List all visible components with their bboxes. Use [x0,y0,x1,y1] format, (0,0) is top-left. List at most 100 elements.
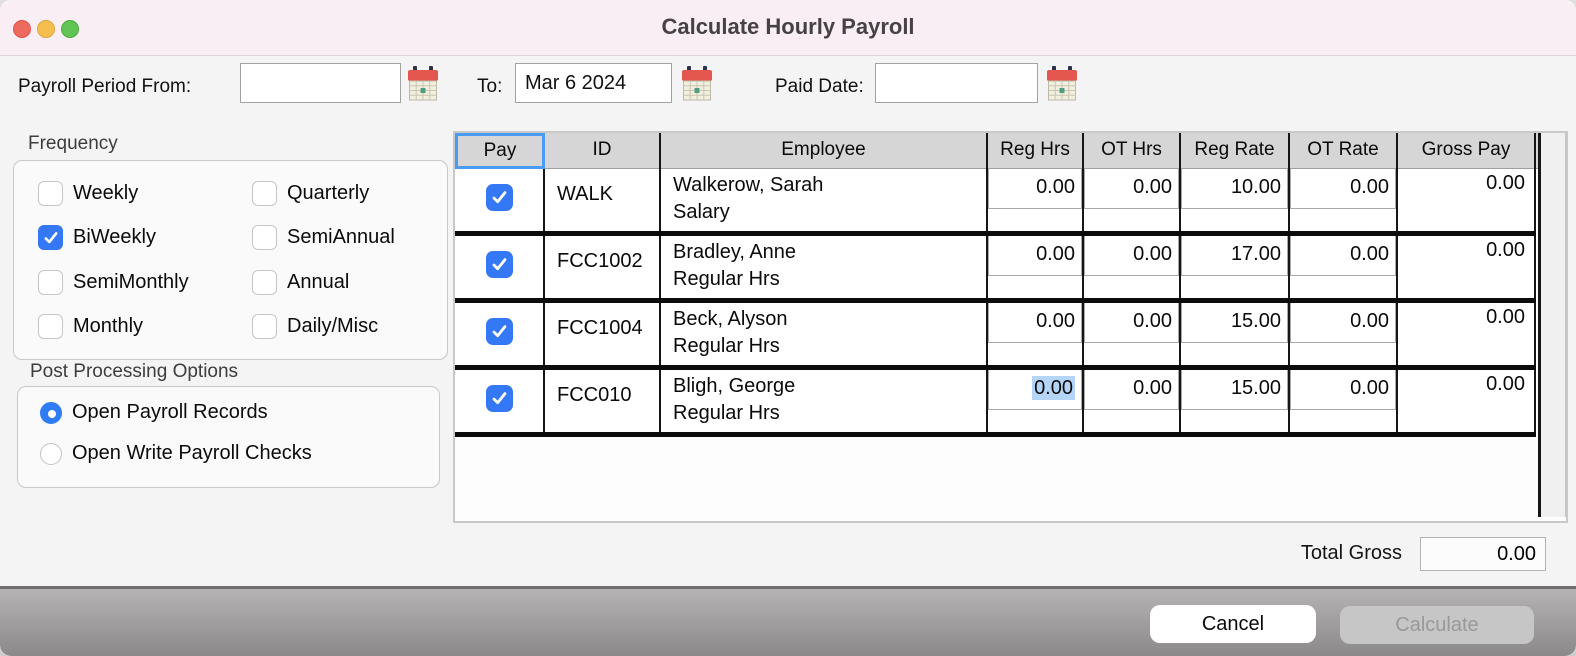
frequency-option-quarterly[interactable]: Quarterly [252,181,369,206]
radio-icon[interactable] [40,401,62,424]
frequency-option-weekly[interactable]: Weekly [38,181,138,206]
zoom-window-button[interactable] [61,20,79,38]
reg-hrs-cell[interactable]: 0.00 [988,236,1084,298]
ot-hrs-cell[interactable]: 0.00 [1084,370,1181,432]
reg-rate-cell[interactable]: 15.00 [1181,370,1290,432]
gross-pay-cell[interactable]: 0.00 [1398,236,1536,298]
calculate-button[interactable]: Calculate [1340,606,1534,644]
frequency-option-biweekly[interactable]: BiWeekly [38,225,156,250]
frequency-option-semiannual[interactable]: SemiAnnual [252,225,395,250]
pay-cell[interactable] [455,370,545,432]
gross-pay-cell[interactable]: 0.00 [1398,370,1536,432]
frequency-option-monthly[interactable]: Monthly [38,314,143,339]
employee-cell[interactable]: Walkerow, Sarah Salary [661,169,988,231]
column-header-pay[interactable]: Pay [455,133,545,169]
table-row: WALK Walkerow, Sarah Salary 0.00 0.00 10… [455,169,1536,236]
reg-hrs-cell[interactable]: 0.00 [988,169,1084,231]
pay-cell[interactable] [455,303,545,365]
reg-rate-cell[interactable]: 17.00 [1181,236,1290,298]
ot-hrs-cell[interactable]: 0.00 [1084,236,1181,298]
id-cell[interactable]: FCC1004 [545,303,661,365]
reg-rate-cell[interactable]: 10.00 [1181,169,1290,231]
column-header-employee[interactable]: Employee [661,133,988,169]
column-header-gross-pay[interactable]: Gross Pay [1398,133,1536,169]
checkbox-icon[interactable] [38,181,63,206]
option-label: Annual [287,271,350,293]
reg-rate-cell[interactable]: 15.00 [1181,303,1290,365]
total-gross-value: 0.00 [1420,537,1546,571]
employee-cell[interactable]: Bligh, George Regular Hrs [661,370,988,432]
post-processing-group-title: Post Processing Options [30,361,239,382]
title-bar: Calculate Hourly Payroll [0,0,1576,56]
frequency-option-daily-misc[interactable]: Daily/Misc [252,314,378,339]
checkbox-icon[interactable] [252,225,277,250]
checkbox-icon[interactable] [38,314,63,339]
ot-hrs-cell[interactable]: 0.00 [1084,303,1181,365]
checkbox-icon[interactable] [252,314,277,339]
calendar-icon[interactable] [408,66,438,101]
option-label: SemiAnnual [287,226,395,248]
column-header-reg-rate[interactable]: Reg Rate [1181,133,1290,169]
frequency-option-semimonthly[interactable]: SemiMonthly [38,270,189,295]
paid-date-label: Paid Date: [775,76,864,97]
gross-pay-cell[interactable]: 0.00 [1398,169,1536,231]
cancel-button[interactable]: Cancel [1150,605,1316,643]
total-gross-label: Total Gross [1300,542,1402,564]
frequency-group-box [13,160,448,360]
payroll-period-from-label: Payroll Period From: [18,76,192,97]
checkbox-icon[interactable] [252,181,277,206]
gross-pay-cell[interactable]: 0.00 [1398,303,1536,365]
option-open-write-payroll-checks[interactable]: Open Write Payroll Checks [40,442,312,465]
ot-rate-cell[interactable]: 0.00 [1290,370,1398,432]
ot-rate-cell[interactable]: 0.00 [1290,236,1398,298]
close-window-button[interactable] [13,20,31,38]
calendar-icon[interactable] [1047,66,1077,101]
option-label: Open Payroll Records [72,401,268,423]
table-body: WALK Walkerow, Sarah Salary 0.00 0.00 10… [455,169,1536,437]
option-label: Monthly [73,315,144,337]
option-label: Quarterly [287,182,370,204]
option-label: Weekly [73,182,139,204]
checkbox-icon[interactable] [38,225,63,250]
column-header-ot-hrs[interactable]: OT Hrs [1084,133,1181,169]
ot-rate-cell[interactable]: 0.00 [1290,169,1398,231]
pay-cell[interactable] [455,236,545,298]
option-label: SemiMonthly [73,271,189,293]
column-header-reg-hrs[interactable]: Reg Hrs [988,133,1084,169]
id-cell[interactable]: FCC1002 [545,236,661,298]
column-header-ot-rate[interactable]: OT Rate [1290,133,1398,169]
option-label: BiWeekly [73,226,156,248]
frequency-group-title: Frequency [28,133,118,154]
ot-hrs-cell[interactable]: 0.00 [1084,169,1181,231]
table-row: FCC1004 Beck, Alyson Regular Hrs 0.00 0.… [455,303,1536,370]
pay-checkbox-icon[interactable] [485,250,513,278]
column-header-id[interactable]: ID [545,133,661,169]
table-scrollbar-track[interactable] [1538,133,1566,517]
minimize-window-button[interactable] [37,20,55,38]
checkbox-icon[interactable] [38,270,63,295]
id-cell[interactable]: WALK [545,169,661,231]
to-date-input[interactable]: Mar 6 2024 [515,63,672,103]
employee-cell[interactable]: Bradley, Anne Regular Hrs [661,236,988,298]
pay-checkbox-icon[interactable] [485,317,513,345]
option-label: Open Write Payroll Checks [72,442,312,464]
to-label: To: [477,76,503,97]
pay-cell[interactable] [455,169,545,231]
payroll-period-from-input[interactable] [240,63,401,103]
radio-icon[interactable] [40,442,62,465]
option-open-payroll-records[interactable]: Open Payroll Records [40,401,268,424]
window-title: Calculate Hourly Payroll [661,14,915,39]
reg-hrs-cell[interactable]: 0.00 [988,303,1084,365]
calendar-icon[interactable] [682,66,712,101]
pay-checkbox-icon[interactable] [485,384,513,412]
paid-date-input[interactable] [875,63,1038,103]
pay-checkbox-icon[interactable] [485,183,513,211]
checkbox-icon[interactable] [252,270,277,295]
table-row: FCC010 Bligh, George Regular Hrs 0.00 0.… [455,370,1536,437]
ot-rate-cell[interactable]: 0.00 [1290,303,1398,365]
employee-cell[interactable]: Beck, Alyson Regular Hrs [661,303,988,365]
reg-hrs-cell[interactable]: 0.00 [988,370,1084,432]
id-cell[interactable]: FCC010 [545,370,661,432]
frequency-option-annual[interactable]: Annual [252,270,349,295]
